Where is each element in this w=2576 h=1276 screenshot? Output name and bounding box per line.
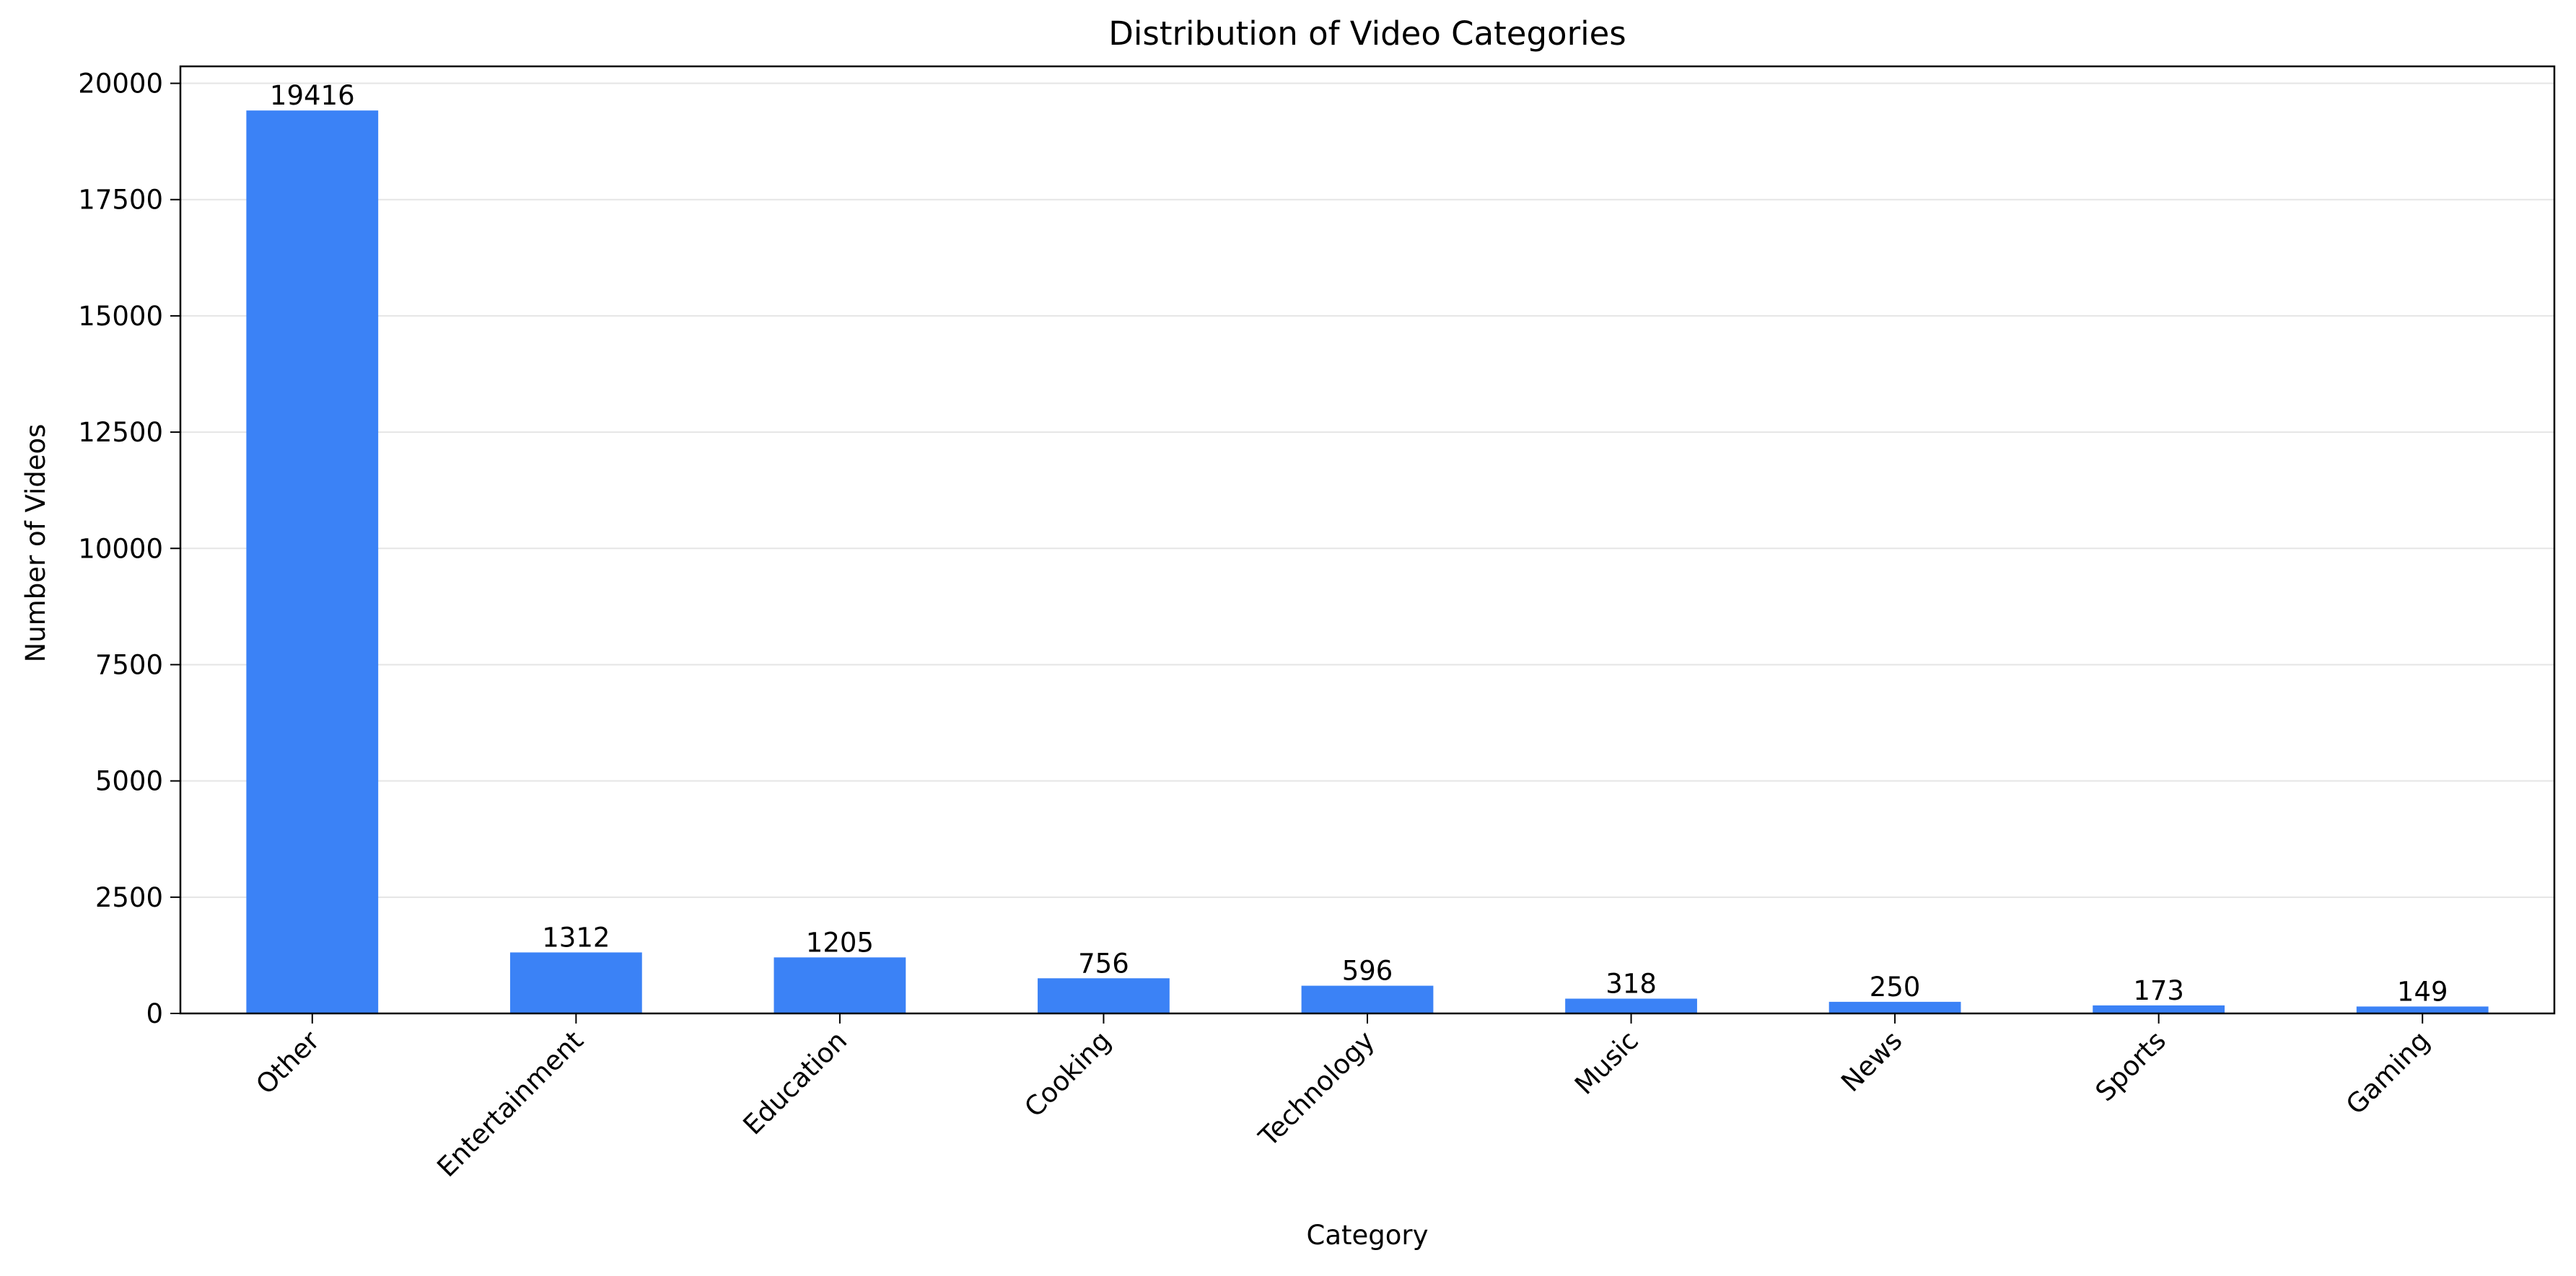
data-label: 19416	[270, 80, 355, 111]
y-tick-label: 20000	[78, 69, 163, 100]
data-label: 1312	[542, 922, 610, 953]
y-tick-label: 10000	[78, 533, 163, 564]
bar-gaming	[2356, 1006, 2489, 1013]
data-labels: 19416 1312 1205 756 596 318 250 173 149	[270, 80, 2448, 1007]
bar-cooking	[1038, 978, 1170, 1013]
y-tick-label: 17500	[78, 185, 163, 216]
bar-education	[774, 957, 906, 1013]
data-label: 250	[1870, 972, 1921, 1003]
data-label: 1205	[806, 927, 874, 958]
bar-technology	[1301, 985, 1434, 1013]
data-label: 173	[2133, 975, 2184, 1006]
x-axis-label: Category	[1306, 1220, 1428, 1251]
bar-news	[1828, 1001, 1961, 1013]
y-tick-label: 12500	[78, 417, 163, 448]
y-axis-label: Number of Videos	[20, 424, 51, 663]
data-label: 756	[1078, 948, 1129, 979]
data-label: 149	[2397, 976, 2448, 1007]
bar-sports	[2093, 1005, 2225, 1013]
y-tick-label: 0	[146, 998, 163, 1029]
bars	[246, 110, 2489, 1014]
chart-title: Distribution of Video Categories	[1108, 14, 1626, 53]
bar-music	[1565, 998, 1697, 1013]
data-label: 596	[1342, 956, 1393, 987]
y-tick-label: 5000	[95, 766, 163, 797]
bar-entertainment	[509, 952, 642, 1013]
y-ticks: 0 2500 5000 7500 10000 12500 15000 17500 20000	[78, 69, 180, 1029]
y-tick-label: 15000	[78, 301, 163, 332]
data-label: 318	[1605, 968, 1657, 999]
bar-other	[246, 110, 379, 1014]
y-tick-label: 7500	[95, 649, 163, 680]
gridlines	[180, 82, 2554, 1014]
y-tick-label: 2500	[95, 882, 163, 913]
